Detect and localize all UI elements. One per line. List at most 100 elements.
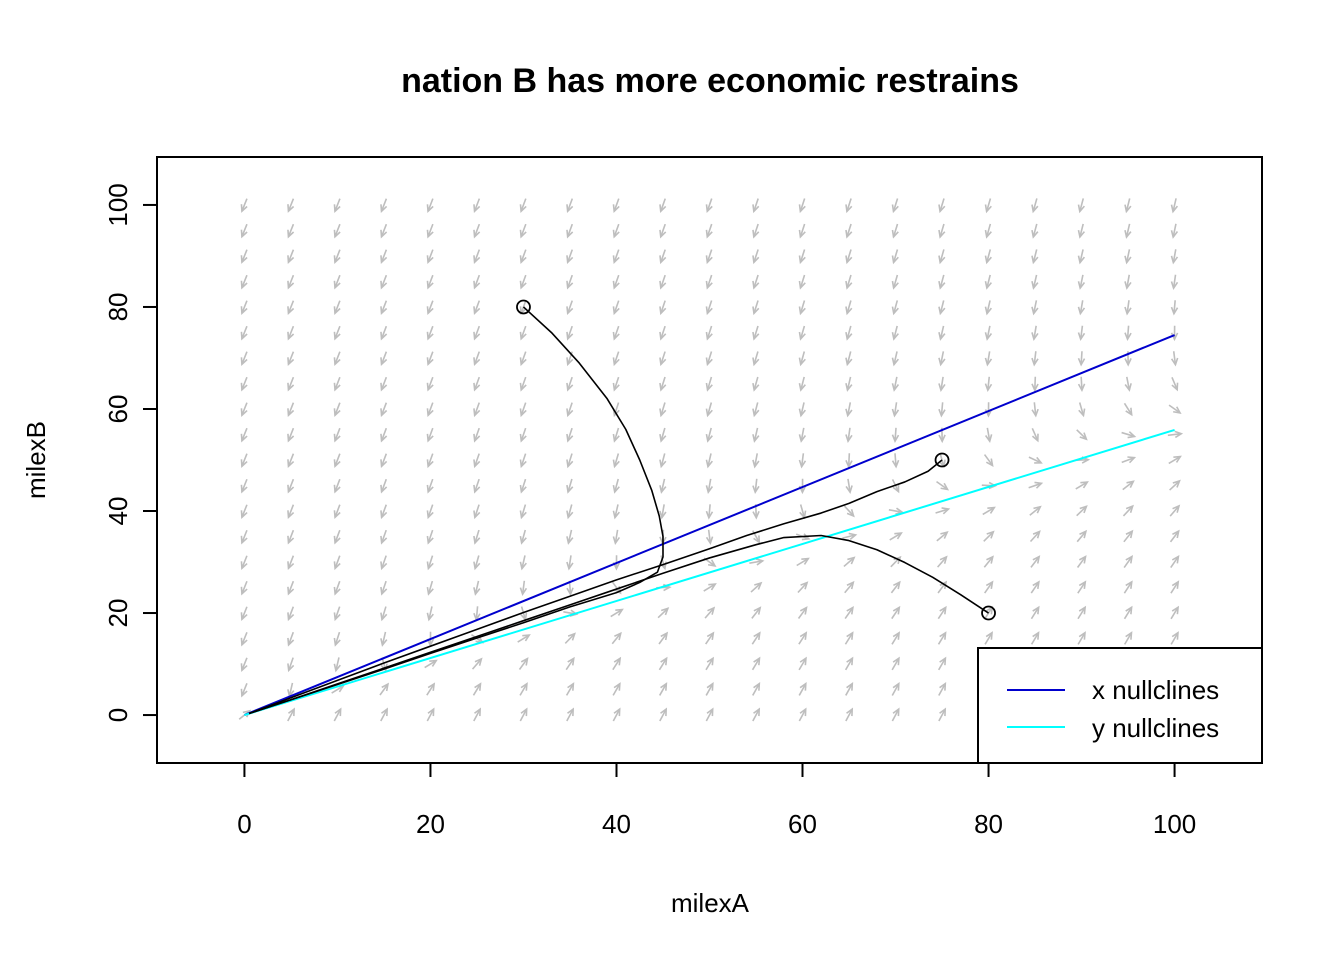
- vector-arrow: [983, 530, 995, 542]
- y-axis-label: milexB: [21, 421, 51, 499]
- vector-arrow: [1123, 605, 1133, 620]
- vector-arrow: [751, 631, 761, 645]
- vector-arrow: [938, 351, 946, 367]
- vector-arrow: [659, 453, 667, 469]
- vector-arrow: [473, 300, 481, 316]
- vector-arrow: [517, 634, 531, 643]
- vector-arrow: [984, 427, 993, 443]
- vector-arrow: [798, 402, 807, 418]
- vector-arrow: [287, 606, 295, 622]
- vector-arrow: [752, 376, 760, 392]
- vector-arrow: [566, 453, 574, 469]
- vector-arrow: [1076, 505, 1088, 517]
- x-axis: 0 20 40 60 80 100: [237, 762, 1196, 839]
- vector-arrow: [938, 274, 946, 290]
- vector-arrow: [1077, 325, 1086, 341]
- vector-arrow: [519, 478, 527, 494]
- vector-arrow: [287, 478, 295, 494]
- vector-arrow: [984, 376, 993, 393]
- vector-arrow: [473, 504, 481, 520]
- vector-arrow: [380, 631, 388, 647]
- y-axis: 0 20 40 60 80 100: [103, 183, 158, 722]
- vector-arrow: [984, 580, 994, 594]
- vector-arrow: [426, 529, 434, 545]
- vector-arrow: [380, 198, 388, 213]
- vector-arrow: [240, 657, 248, 673]
- vector-arrow: [333, 325, 341, 341]
- vector-arrow: [1167, 430, 1184, 439]
- vector-arrow: [426, 478, 434, 494]
- vector-arrow: [1031, 223, 1039, 239]
- vector-arrow: [705, 198, 713, 214]
- vector-arrow: [704, 606, 716, 619]
- vector-arrow: [1124, 274, 1132, 290]
- vector-arrow: [240, 427, 248, 443]
- vector-arrow: [333, 300, 341, 315]
- y-tick-label: 60: [103, 395, 133, 424]
- y-tick-label: 40: [103, 497, 133, 526]
- vector-arrow: [1076, 429, 1088, 441]
- vector-arrow: [333, 453, 341, 469]
- vector-arrow: [240, 274, 248, 290]
- vector-arrow: [565, 682, 575, 696]
- vector-arrow: [657, 607, 670, 619]
- vector-arrow: [1123, 402, 1133, 417]
- vector-arrow: [705, 300, 713, 316]
- vector-arrow: [984, 274, 992, 290]
- vector-arrow: [333, 529, 341, 545]
- vector-arrow: [1031, 300, 1039, 316]
- vector-arrow: [1031, 402, 1039, 418]
- vector-arrow: [798, 707, 807, 722]
- vector-arrow: [845, 707, 854, 722]
- vector-arrow: [705, 478, 714, 494]
- vector-arrow: [519, 249, 527, 265]
- vector-arrow: [473, 249, 481, 265]
- vector-arrow: [612, 478, 620, 494]
- vector-arrow: [705, 402, 713, 418]
- vector-arrow: [845, 223, 853, 239]
- vector-arrow: [658, 682, 668, 696]
- vector-arrow: [612, 223, 620, 239]
- vector-arrow: [1170, 223, 1179, 239]
- vector-arrow: [1030, 580, 1040, 594]
- vector-arrow: [1031, 351, 1039, 367]
- vector-arrow: [612, 274, 620, 290]
- vector-arrow: [333, 198, 341, 213]
- vector-arrow: [612, 682, 621, 696]
- vector-arrow: [798, 376, 806, 392]
- trajectories: [248, 299, 996, 715]
- vector-arrow: [612, 325, 620, 341]
- vector-arrow: [380, 707, 388, 722]
- vector-arrow: [240, 529, 248, 545]
- vector-arrow: [703, 583, 717, 592]
- vector-arrow: [659, 707, 668, 722]
- vector-arrow: [473, 555, 481, 571]
- vector-arrow: [473, 325, 481, 341]
- vector-arrow: [1076, 529, 1088, 543]
- vector-arrow: [983, 555, 994, 568]
- vector-arrow: [938, 402, 946, 418]
- vector-arrow: [1122, 480, 1135, 491]
- vector-arrow: [287, 223, 295, 239]
- nullcline-lines: [244, 334, 1175, 717]
- vector-arrow: [612, 707, 621, 722]
- vector-arrow: [1169, 504, 1181, 517]
- vector-arrow: [426, 555, 434, 571]
- vector-arrow: [240, 249, 248, 264]
- vector-arrow: [984, 198, 992, 214]
- vector-arrow: [845, 682, 854, 696]
- vector-arrow: [380, 606, 388, 622]
- chart-title: nation B has more economic restrains: [401, 62, 1019, 100]
- vector-arrow: [937, 656, 947, 671]
- vector-arrow: [798, 249, 806, 265]
- vector-arrow: [891, 274, 899, 290]
- vector-arrow: [891, 707, 900, 722]
- vector-arrow: [844, 580, 855, 594]
- x-tick-label: 40: [602, 809, 631, 839]
- vector-arrow: [888, 507, 904, 515]
- vector-arrow: [797, 606, 808, 619]
- vector-arrow: [1122, 504, 1134, 517]
- vector-arrow: [984, 325, 993, 341]
- vector-arrow: [1170, 249, 1179, 265]
